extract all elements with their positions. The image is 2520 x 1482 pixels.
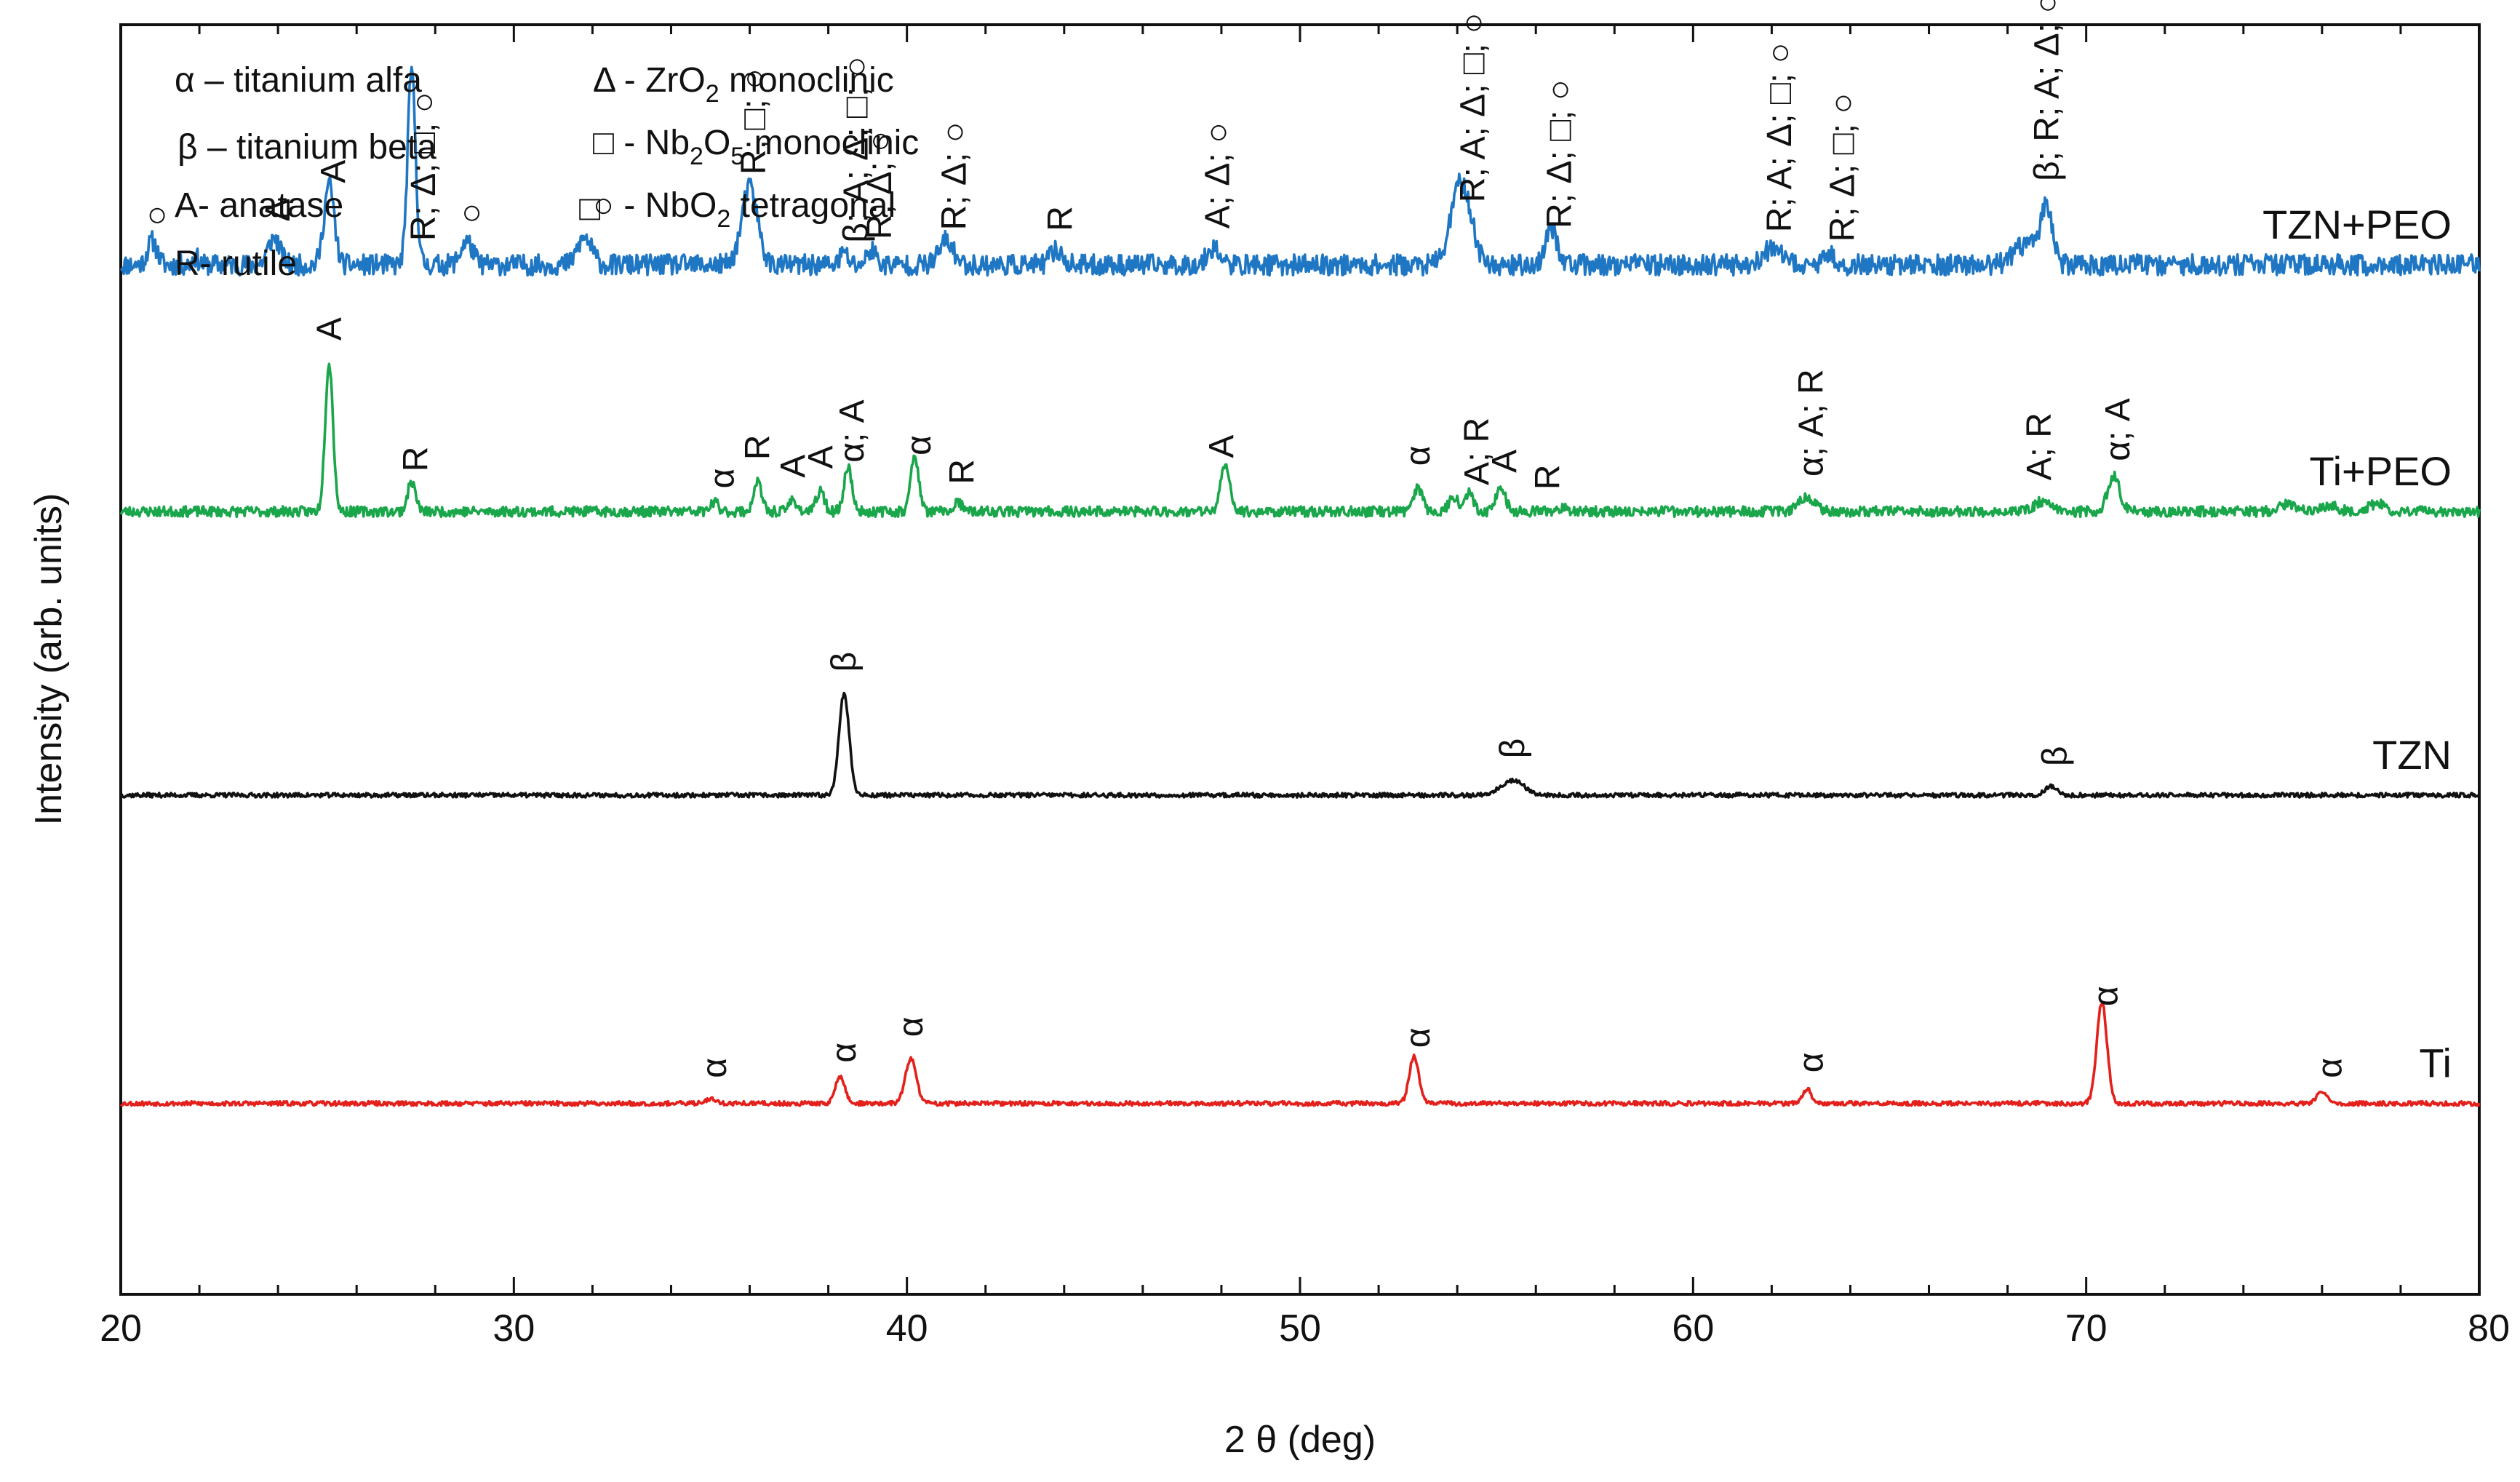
peak-label: β; R; A; Δ; ○: [2028, 0, 2067, 181]
legend-beta: β – titanium beta: [178, 128, 436, 167]
peak-label: α: [1399, 1028, 1438, 1048]
peak-label: R: [396, 447, 435, 472]
legend-nb2o5-mid: O: [703, 124, 730, 162]
x-tick-label: 30: [493, 1307, 535, 1350]
series-label-tzn: TZN: [2372, 732, 2452, 778]
peak-label: β; A; Δ; □; ○: [837, 56, 875, 242]
peak-label: R; Δ; ○: [936, 121, 974, 230]
peak-label: R; A; Δ; □; ○: [1454, 12, 1493, 202]
peak-label: α: [695, 1058, 734, 1078]
peak-label: α: [703, 469, 742, 489]
x-tick-label: 80: [2468, 1307, 2510, 1350]
peak-label: R: [943, 459, 981, 485]
peak-label: α; A: [2099, 398, 2137, 461]
legend-rutile: R- rutile: [175, 244, 297, 283]
legend-zro2-sub: 2: [706, 80, 719, 108]
peak-label: α; A; R: [1792, 369, 1830, 477]
x-tick-label: 40: [886, 1307, 928, 1350]
peak-label: A: [314, 160, 353, 183]
peak-label: α: [1399, 446, 1438, 466]
peak-label: α: [900, 435, 938, 455]
series-traces: [119, 65, 2481, 1107]
series-line-ti: [119, 1003, 2481, 1107]
peak-label: ○: [137, 205, 176, 226]
series-labels: TZN+PEO Ti+PEO TZN Ti: [2262, 202, 2452, 1086]
peak-label: A; Δ; ○: [1199, 122, 1237, 228]
peak-annotations: ○ ΔA R; Δ; □; ○ ○ □R; □; ○ β; A; Δ; □; ○R; Δ;…: [137, 0, 2350, 1078]
peak-label: R: [738, 434, 777, 460]
y-axis-title: Intensity (arb. units): [28, 493, 70, 826]
peak-label: R: [1041, 206, 1080, 231]
peak-label: α: [2087, 986, 2126, 1006]
series-label-ti: Ti: [2419, 1040, 2452, 1086]
peak-label: R; □; ○: [735, 68, 773, 175]
legend-nb2o5-desc: monoclinic: [744, 124, 919, 162]
legend-zro2-symbol: Δ: [593, 61, 615, 100]
peak-label: R; A; Δ; □; ○: [1761, 42, 1799, 232]
peak-label: A; R: [2020, 413, 2059, 480]
legend-zro2: Δ - ZrO2 monoclinic: [593, 61, 894, 108]
legend-nb2o5-text: - Nb: [614, 124, 690, 162]
peak-label: R: [1528, 464, 1567, 490]
peak-label: β: [2035, 746, 2074, 766]
legend: α – titanium alfa β – titanium beta A- a…: [175, 61, 919, 283]
peak-label: A: [802, 445, 840, 469]
x-tick-label: 20: [100, 1307, 142, 1350]
x-tick-label: 60: [1672, 1307, 1714, 1350]
peak-label: α; A: [833, 399, 872, 462]
peak-label: α: [825, 1043, 864, 1063]
peak-label: □: [570, 199, 608, 220]
legend-nbo2-desc: tetragonal: [730, 186, 896, 225]
legend-anatase: A- anatase: [175, 186, 343, 225]
peak-label: ○: [452, 203, 490, 224]
series-label-tzn-peo: TZN+PEO: [2262, 202, 2452, 247]
peak-label: Δ: [259, 199, 298, 222]
legend-nbo2-symbol: ○: [593, 186, 614, 225]
legend-nb2o5-symbol: □: [593, 124, 614, 162]
peak-label: A: [310, 317, 348, 340]
legend-nb2o5: □ - Nb2O5 monoclinic: [593, 124, 919, 170]
series-label-ti-peo: Ti+PEO: [2309, 448, 2452, 494]
peak-label: R; Δ; □; ○: [1541, 79, 1579, 228]
peak-label: α: [2311, 1058, 2350, 1078]
peak-label: β: [1494, 738, 1532, 759]
legend-nb2o5-sub2: 5: [730, 143, 744, 170]
peak-label: R; Δ; □; ○: [404, 92, 443, 241]
series-line-ti-peo: [119, 362, 2481, 519]
legend-nbo2: ○ - NbO2 tetragonal: [593, 186, 896, 233]
x-tick-label: 70: [2065, 1307, 2108, 1350]
legend-zro2-desc: monoclinic: [719, 61, 894, 100]
series-line-tzn-peo: [119, 65, 2481, 277]
peak-label: β: [825, 652, 864, 672]
legend-nbo2-text: - NbO: [614, 186, 717, 225]
legend-nbo2-sub: 2: [717, 205, 730, 233]
x-axis: 20 30 40 50 60 70 80: [100, 25, 2510, 1350]
legend-alpha: α – titanium alfa: [175, 61, 422, 100]
x-tick-label: 50: [1279, 1307, 1321, 1350]
peak-label: A: [1486, 450, 1524, 473]
peak-label: α: [892, 1016, 930, 1037]
peak-label: A: [774, 455, 813, 478]
series-line-tzn: [119, 691, 2480, 799]
legend-nb2o5-sub: 2: [690, 143, 703, 170]
peak-label: R; Δ; □; ○: [1824, 93, 1862, 242]
peak-label: R; Δ; ○: [861, 131, 899, 239]
peak-label: α: [1792, 1053, 1830, 1073]
peak-label: A: [1203, 435, 1241, 458]
peak-label: A; R: [1458, 418, 1496, 485]
x-axis-title: 2 θ (deg): [1224, 1419, 1376, 1461]
legend-zro2-text: - ZrO: [614, 61, 705, 100]
